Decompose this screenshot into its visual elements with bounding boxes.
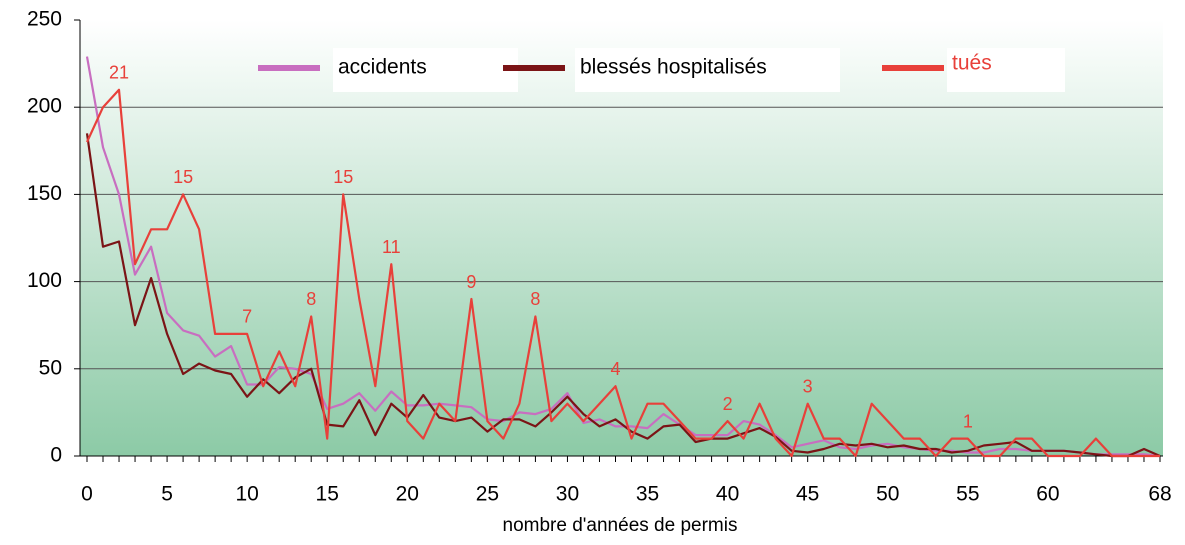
legend-label: accidents — [338, 56, 427, 79]
data-label: 7 — [242, 307, 252, 327]
y-tick-label: 50 — [39, 356, 62, 379]
series-line — [86, 88, 1160, 458]
x-tick-label: 10 — [235, 483, 258, 506]
legend-label: blessés hospitalisés — [580, 56, 767, 79]
y-tick-label: 0 — [50, 444, 62, 467]
y-tick-label: 250 — [27, 8, 62, 31]
x-axis-title: nombre d'années de permis — [503, 515, 738, 536]
x-tick-label: 60 — [1036, 483, 1059, 506]
x-tick-label: 55 — [956, 483, 979, 506]
y-tick-label: 200 — [27, 95, 62, 118]
x-tick-label: 50 — [876, 483, 899, 506]
data-label: 11 — [382, 237, 401, 257]
x-tick-label: 30 — [556, 483, 579, 506]
x-tick-label: 0 — [81, 483, 93, 506]
legend-box — [947, 48, 1065, 92]
x-tick-label: 40 — [716, 483, 739, 506]
data-label: 15 — [173, 167, 193, 187]
legend-label: tués — [952, 52, 992, 75]
legend-box — [575, 48, 840, 92]
data-label: 15 — [333, 167, 353, 187]
y-tick-label: 150 — [27, 182, 62, 205]
x-tick-label: 15 — [316, 483, 339, 506]
x-tick-label: 5 — [161, 483, 173, 506]
x-tick-label: 25 — [476, 483, 499, 506]
data-label: 21 — [109, 63, 129, 83]
y-tick-label: 100 — [27, 269, 62, 292]
data-label: 4 — [610, 359, 620, 379]
data-label: 8 — [530, 289, 540, 309]
data-label: 9 — [466, 272, 476, 292]
x-tick-label: 35 — [636, 483, 659, 506]
legend-box — [333, 48, 518, 92]
data-label: 2 — [723, 394, 733, 414]
data-label: 8 — [306, 289, 316, 309]
x-tick-label: 20 — [396, 483, 419, 506]
x-tick-label: 45 — [796, 483, 819, 506]
x-tick-label: 68 — [1148, 483, 1171, 506]
data-label: 3 — [803, 376, 813, 396]
data-label: 1 — [963, 411, 973, 431]
